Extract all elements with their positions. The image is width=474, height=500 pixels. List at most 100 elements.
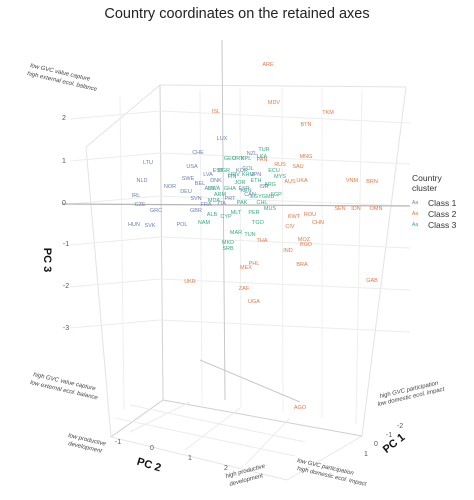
data-point-label[interactable]: KHM [242, 172, 255, 178]
data-point-label[interactable]: IDN [351, 206, 361, 212]
data-point-label[interactable]: CHE [192, 150, 204, 156]
data-point-label[interactable]: CHN [312, 220, 324, 226]
data-point-label[interactable]: DEU [180, 189, 192, 195]
data-point-label[interactable]: ECU [268, 168, 280, 174]
data-point-label[interactable]: ISL [212, 109, 220, 115]
data-point-label[interactable]: MEX [240, 265, 252, 271]
data-point-label[interactable]: GAB [366, 278, 378, 284]
data-point-label[interactable]: DNK [210, 178, 222, 184]
data-point-label[interactable]: KOR [236, 168, 248, 174]
data-point-label[interactable]: CHL [256, 200, 267, 206]
data-point-label[interactable]: GHA [224, 186, 236, 192]
data-point-label[interactable]: BWA [208, 186, 221, 192]
data-point-label[interactable]: GRC [150, 208, 162, 214]
data-point-label[interactable]: GBR [190, 208, 202, 214]
data-point-label[interactable]: IRL [132, 193, 141, 199]
data-point-label[interactable]: THA [257, 238, 268, 244]
data-point-label[interactable]: PAK [237, 200, 248, 206]
data-point-label[interactable]: LVA [203, 172, 213, 178]
data-point-label[interactable]: COL [242, 166, 253, 172]
data-point-label[interactable]: HRV [228, 172, 240, 178]
data-point-label[interactable]: SGP [270, 192, 282, 198]
data-point-label[interactable]: UKR [184, 279, 196, 285]
data-point-label[interactable]: NZL [247, 151, 257, 157]
data-point-label[interactable]: PRT [225, 196, 237, 202]
data-point-label[interactable]: MYS [274, 174, 286, 180]
data-point-label[interactable]: MKD [222, 240, 234, 246]
data-point-label[interactable]: TGO [252, 220, 265, 226]
data-point-label[interactable]: FRA [201, 202, 212, 208]
data-point-label[interactable]: FIN [228, 174, 237, 180]
data-point-label[interactable]: MDV [268, 100, 281, 106]
data-point-label[interactable]: GMB [262, 194, 275, 200]
data-point-label[interactable]: HUN [128, 222, 140, 228]
data-point-label[interactable]: MNG [300, 154, 313, 160]
data-point-label[interactable]: ESP [238, 186, 249, 192]
data-point-label[interactable]: NLD [136, 178, 147, 184]
data-point-label[interactable]: GEO [224, 156, 237, 162]
data-point-label[interactable]: MOZ [298, 237, 311, 243]
data-point-label[interactable]: RUS [274, 162, 286, 168]
data-point-label[interactable]: TUN [244, 232, 255, 238]
data-point-label[interactable]: CAN [244, 192, 256, 198]
data-point-label[interactable]: BGR [218, 168, 230, 174]
data-point-label[interactable]: MDA [208, 198, 221, 204]
data-point-label[interactable]: SAU [292, 164, 303, 170]
data-point-label[interactable]: TUR [258, 147, 269, 153]
data-point-label[interactable]: NOR [164, 184, 176, 190]
data-point-label[interactable]: EGY [250, 194, 262, 200]
data-point-label[interactable]: MAR [230, 230, 242, 236]
data-point-label[interactable]: URY [232, 156, 244, 162]
data-point-label[interactable]: JOR [235, 180, 246, 186]
data-point-label[interactable]: ARG [264, 182, 276, 188]
data-point-label[interactable]: BEL [195, 181, 205, 187]
data-point-label[interactable]: SWE [182, 176, 195, 182]
data-point-label[interactable]: SVN [190, 196, 201, 202]
data-point-label[interactable]: ARM [214, 192, 227, 198]
data-point-label[interactable]: VNM [346, 178, 359, 184]
legend-item-class-1[interactable]: Aa Class 1 [412, 197, 456, 208]
data-point-label[interactable]: BRN [366, 179, 378, 185]
data-point-label[interactable]: ARE [262, 62, 274, 68]
data-point-label[interactable]: OMN [370, 206, 383, 212]
legend-item-class-3[interactable]: Aa Class 3 [412, 219, 456, 230]
data-point-label[interactable]: AUT [205, 186, 217, 192]
data-point-label[interactable]: ISR [259, 184, 268, 190]
data-point-label[interactable]: ETH [251, 178, 262, 184]
data-point-label[interactable]: SEN [334, 206, 345, 212]
data-point-label[interactable]: SRB [222, 246, 234, 252]
data-point-label[interactable]: MUS [264, 206, 277, 212]
data-point-label[interactable]: AUS [284, 179, 296, 185]
data-point-label[interactable]: CZE [135, 202, 146, 208]
data-point-label[interactable]: UKA [296, 178, 308, 184]
data-point-label[interactable]: SVK [144, 223, 155, 229]
data-point-label[interactable]: CIV [285, 224, 295, 230]
data-point-label[interactable]: ZAF [239, 286, 250, 292]
data-point-label[interactable]: BGD [300, 242, 312, 248]
data-point-label[interactable]: JPN [251, 172, 261, 178]
data-point-label[interactable]: BRA [296, 262, 308, 268]
data-point-label[interactable]: BTN [301, 122, 312, 128]
data-point-label[interactable]: KWT [288, 214, 301, 220]
data-point-label[interactable]: LUX [217, 136, 228, 142]
data-point-label[interactable]: PAN [257, 157, 268, 163]
data-point-label[interactable]: POL [176, 222, 187, 228]
data-point-label[interactable]: PER [248, 210, 259, 216]
data-point-label[interactable]: IND [283, 248, 293, 254]
data-point-label[interactable]: MLT [231, 210, 242, 216]
legend-item-class-2[interactable]: Aa Class 2 [412, 208, 456, 219]
data-point-label[interactable]: UGA [248, 299, 260, 305]
data-point-label[interactable]: ITA [218, 201, 226, 207]
data-point-label[interactable]: EST [213, 168, 224, 174]
data-point-label[interactable]: CYP [220, 214, 232, 220]
data-point-label[interactable]: KEN [240, 188, 251, 194]
data-point-label[interactable]: ALB [207, 212, 218, 218]
data-point-label[interactable]: LTU [143, 160, 153, 166]
data-point-label[interactable]: PHL [249, 261, 260, 267]
data-point-label[interactable]: LKA [257, 154, 268, 160]
data-point-label[interactable]: ROU [304, 212, 316, 218]
data-point-label[interactable]: TKM [322, 110, 334, 116]
data-point-label[interactable]: NPL [241, 156, 252, 162]
data-point-label[interactable]: NAM [198, 220, 211, 226]
